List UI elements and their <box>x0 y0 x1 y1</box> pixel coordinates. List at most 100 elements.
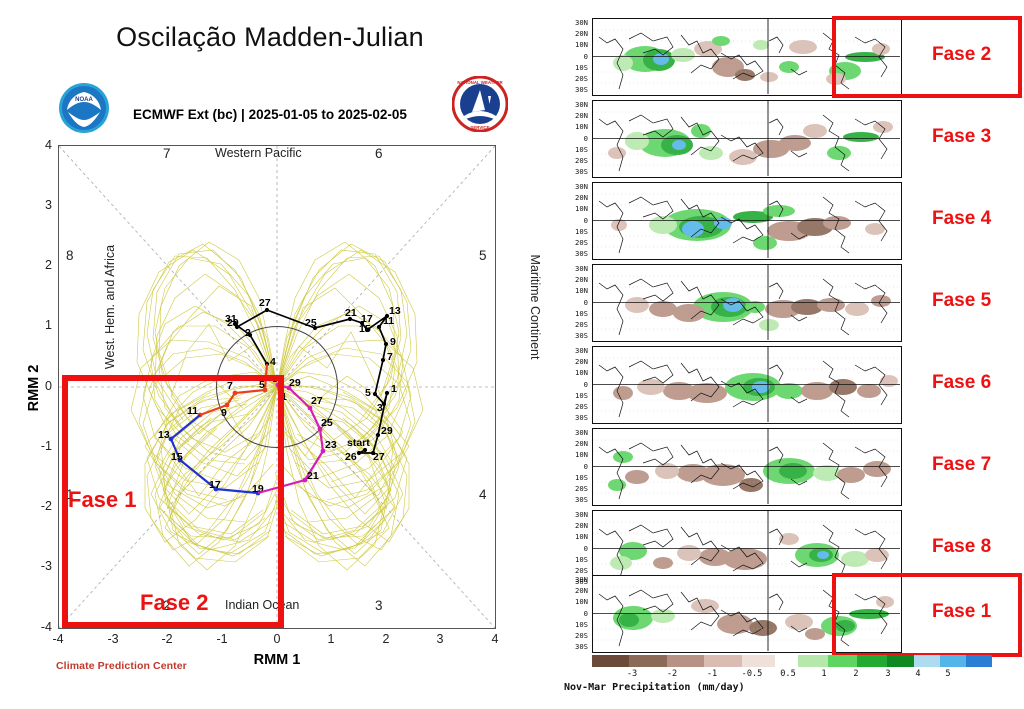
xtick-1: 1 <box>327 632 335 646</box>
ytick--4: -4 <box>40 620 52 634</box>
lat-label: 10N <box>575 122 588 131</box>
fase-label: Fase 5 <box>932 290 992 311</box>
page-title: Oscilação Madden-Julian <box>116 22 424 52</box>
svg-text:17: 17 <box>361 313 373 325</box>
precip-composite-map <box>593 183 900 258</box>
svg-text:19: 19 <box>252 483 264 495</box>
noaa-logo: NOAA <box>59 83 109 133</box>
region-label-maritime-continent: Maritime Continent <box>528 254 542 360</box>
svg-text:13: 13 <box>158 429 170 441</box>
svg-text:11: 11 <box>383 315 394 327</box>
svg-text:1: 1 <box>391 383 397 395</box>
lat-label: 0 <box>583 462 588 471</box>
plot-subtitle: ECMWF Ext (bc) | 2025-01-05 to 2025-02-0… <box>133 107 407 122</box>
lat-label: 20N <box>575 29 588 38</box>
xtick--1: -1 <box>216 632 228 646</box>
phase-number-2: 2 <box>163 598 171 613</box>
lat-axis: 30N 20N 10N 0 10S 20S 30S <box>560 264 590 342</box>
ytick--2: -2 <box>40 499 52 513</box>
lat-label: 20S <box>575 484 588 493</box>
fase-label: Fase 6 <box>932 372 992 393</box>
lat-label: 20S <box>575 156 588 165</box>
lat-label: 10N <box>575 286 588 295</box>
lat-label: 20N <box>575 193 588 202</box>
fase-label: Fase 4 <box>932 208 992 229</box>
lat-label: 0 <box>583 544 588 553</box>
ytick--1: -1 <box>40 439 52 453</box>
lat-label: 0 <box>583 380 588 389</box>
cbar-tick: 3 <box>885 669 891 679</box>
lat-label: 30S <box>575 642 588 651</box>
svg-text:3: 3 <box>377 402 383 414</box>
fase1-annotation-label: Fase 1 <box>68 487 137 512</box>
cpc-credit: Climate Prediction Center <box>56 660 187 672</box>
lat-label: 10S <box>575 555 588 564</box>
cbar-tick: -3 <box>626 669 638 679</box>
map-row: 30N 20N 10N 0 10S 20S 30S <box>560 428 1024 506</box>
lat-label: 0 <box>583 609 588 618</box>
region-label-western-pacific: Western Pacific <box>215 146 302 160</box>
lat-label: 20N <box>575 439 588 448</box>
colorbar: -3 -2 -1 -0.5 0.5 1 2 3 4 5 Nov-Mar Prec… <box>564 655 1012 705</box>
svg-text:start: start <box>347 437 370 449</box>
phase-space-plot: start 26 27 29 1 3 5 7 9 11 13 15 17 21 … <box>58 145 496 629</box>
lat-label: 20S <box>575 238 588 247</box>
svg-text:25: 25 <box>305 317 317 329</box>
lat-label: 10S <box>575 391 588 400</box>
svg-text:SERVICE: SERVICE <box>470 125 489 130</box>
ytick-2: 2 <box>45 258 52 272</box>
svg-text:26: 26 <box>345 451 357 463</box>
xtick--3: -3 <box>107 632 119 646</box>
svg-text:13: 13 <box>389 305 401 317</box>
lat-label: 10N <box>575 450 588 459</box>
map-frame <box>592 428 902 506</box>
xtick--4: -4 <box>52 632 64 646</box>
phase-number-1: 1 <box>66 487 74 502</box>
mjo-phase-diagram-panel: Oscilação Madden-Julian NOAA NATIONAL WE… <box>26 22 542 672</box>
colorbar-gradient <box>592 655 993 667</box>
svg-text:NATIONAL WEATHER: NATIONAL WEATHER <box>457 80 503 85</box>
phase-number-8: 8 <box>66 248 74 263</box>
map-frame <box>592 100 902 178</box>
lat-label: 20S <box>575 74 588 83</box>
lat-axis: 30N 20N 10N 0 10S 20S 30S <box>560 18 590 96</box>
fase-label: Fase 2 <box>932 44 992 65</box>
map-frame <box>592 18 902 96</box>
ytick-1: 1 <box>45 318 52 332</box>
precip-composite-map <box>593 101 900 176</box>
svg-text:21: 21 <box>345 307 357 319</box>
lat-axis: 30N 20N 10N 0 10S 20S 30S <box>560 510 590 588</box>
lat-axis: 30N 20N 10N 0 10S 20S 30S <box>560 182 590 260</box>
fase1-highlight-box <box>62 375 284 628</box>
cbar-tick: -2 <box>666 669 678 679</box>
svg-text:2: 2 <box>245 327 251 339</box>
lat-label: 10N <box>575 204 588 213</box>
cbar-tick: 4 <box>915 669 921 679</box>
lat-label: 20N <box>575 357 588 366</box>
lat-axis: 30N 20N 10N 0 10S 20S 30S <box>560 346 590 424</box>
lat-label: 10N <box>575 40 588 49</box>
cbar-tick: -1 <box>706 669 718 679</box>
ytick-4: 4 <box>45 138 52 152</box>
lat-label: 10S <box>575 473 588 482</box>
fase-label: Fase 7 <box>932 454 992 475</box>
lat-label: 20N <box>575 586 588 595</box>
xtick-2: 2 <box>382 632 390 646</box>
svg-text:29: 29 <box>289 377 301 389</box>
svg-text:15: 15 <box>171 451 183 463</box>
map-frame <box>592 182 902 260</box>
map-frame <box>592 264 902 342</box>
fase1-highlight-box <box>832 573 1022 657</box>
map-row: 30N 20N 10N 0 10S 20S 30S <box>560 575 1024 653</box>
lat-label: 30N <box>575 18 588 27</box>
xtick-4: 4 <box>491 632 499 646</box>
lat-label: 20S <box>575 320 588 329</box>
phase-number-3: 3 <box>375 598 383 613</box>
lat-label: 30S <box>575 577 588 586</box>
lat-label: 30S <box>575 85 588 94</box>
xtick-3: 3 <box>436 632 444 646</box>
lat-label: 20N <box>575 521 588 530</box>
precip-composite-map <box>593 511 900 586</box>
xtick-0: 0 <box>273 632 281 646</box>
svg-text:7: 7 <box>227 380 233 392</box>
